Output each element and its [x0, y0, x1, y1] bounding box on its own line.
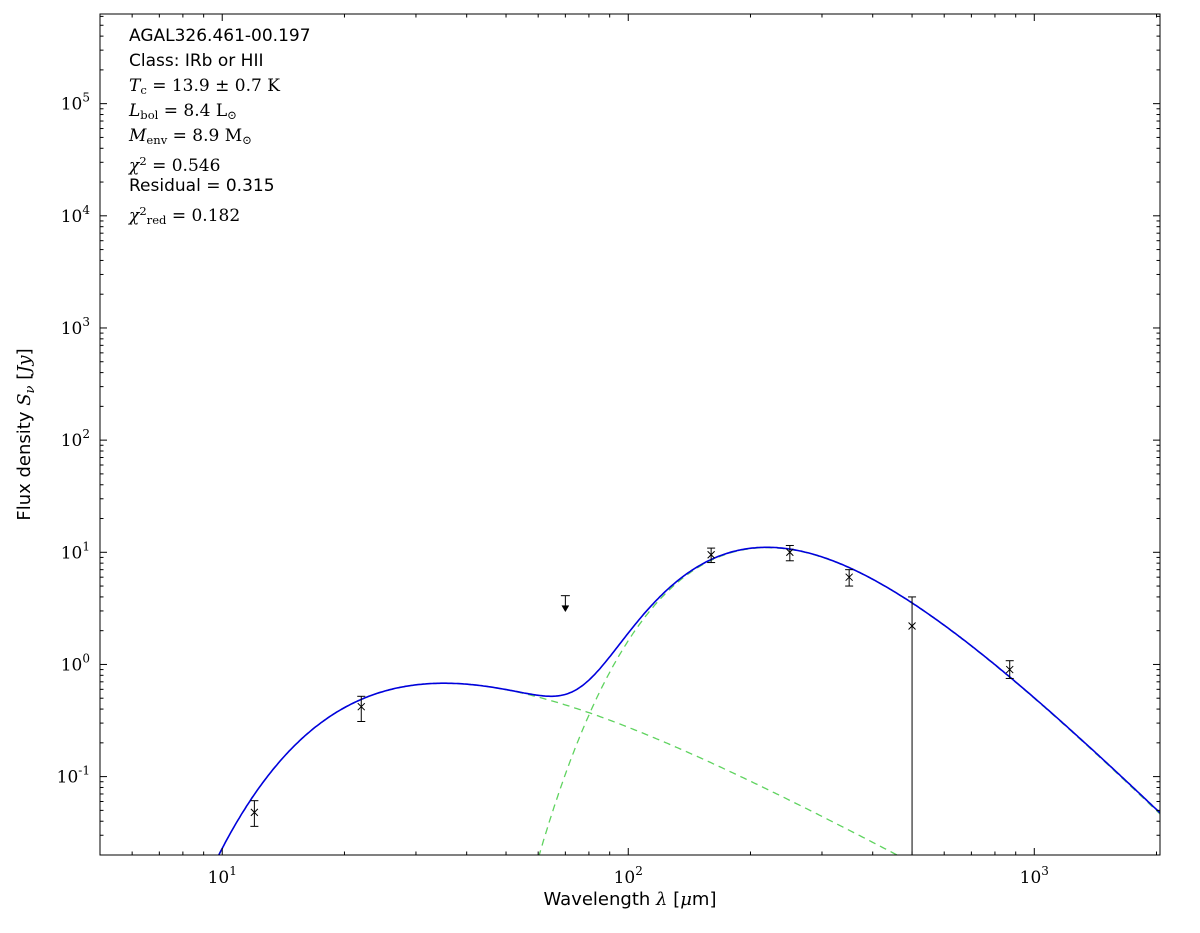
data-point [1005, 660, 1014, 679]
annotation-line: Class: IRb or HII [129, 51, 264, 71]
annotation-line: Tc = 13.9 ± 0.7 K [129, 76, 280, 98]
annotation-line: χ2 = 0.546 [129, 154, 221, 176]
annotation-line: AGAL326.461-00.197 [129, 26, 311, 46]
annotation-block: AGAL326.461-00.197 Class: IRb or HII Tc = … [129, 24, 311, 227]
tick-label: 105 [61, 91, 90, 115]
data-point [707, 547, 716, 564]
tick-label: 10-1 [57, 764, 90, 788]
tick-label: 101 [208, 864, 237, 888]
tick-label: 100 [61, 651, 90, 675]
axis-ticks [100, 14, 1160, 855]
tick-label: 103 [61, 315, 90, 339]
data-point [845, 569, 854, 587]
model-curve-total [217, 546, 1160, 855]
y-axis-label: Flux density Sν [Jy] [14, 348, 38, 520]
annotation-line: Menv = 8.9 M⊙ [129, 126, 252, 148]
data-point [785, 544, 794, 562]
x-axis-label: Wavelength λ [μm] [544, 889, 717, 910]
tick-label: 102 [61, 427, 90, 451]
data-point [357, 695, 366, 722]
annotation-line: Residual = 0.315 [129, 176, 275, 196]
upper-limit-marker [560, 595, 570, 613]
tick-label: 102 [614, 864, 643, 888]
plot-frame [99, 13, 1161, 856]
annotation-line: Lbol = 8.4 L⊙ [129, 101, 237, 123]
data-points [250, 544, 1014, 855]
model-curves [217, 546, 1160, 855]
data-point [908, 596, 917, 855]
data-point [250, 800, 259, 827]
tick-label: 101 [61, 539, 90, 563]
annotation-line: χ2red = 0.182 [129, 204, 241, 227]
tick-label: 103 [1020, 864, 1049, 888]
tick-label: 104 [61, 203, 91, 227]
